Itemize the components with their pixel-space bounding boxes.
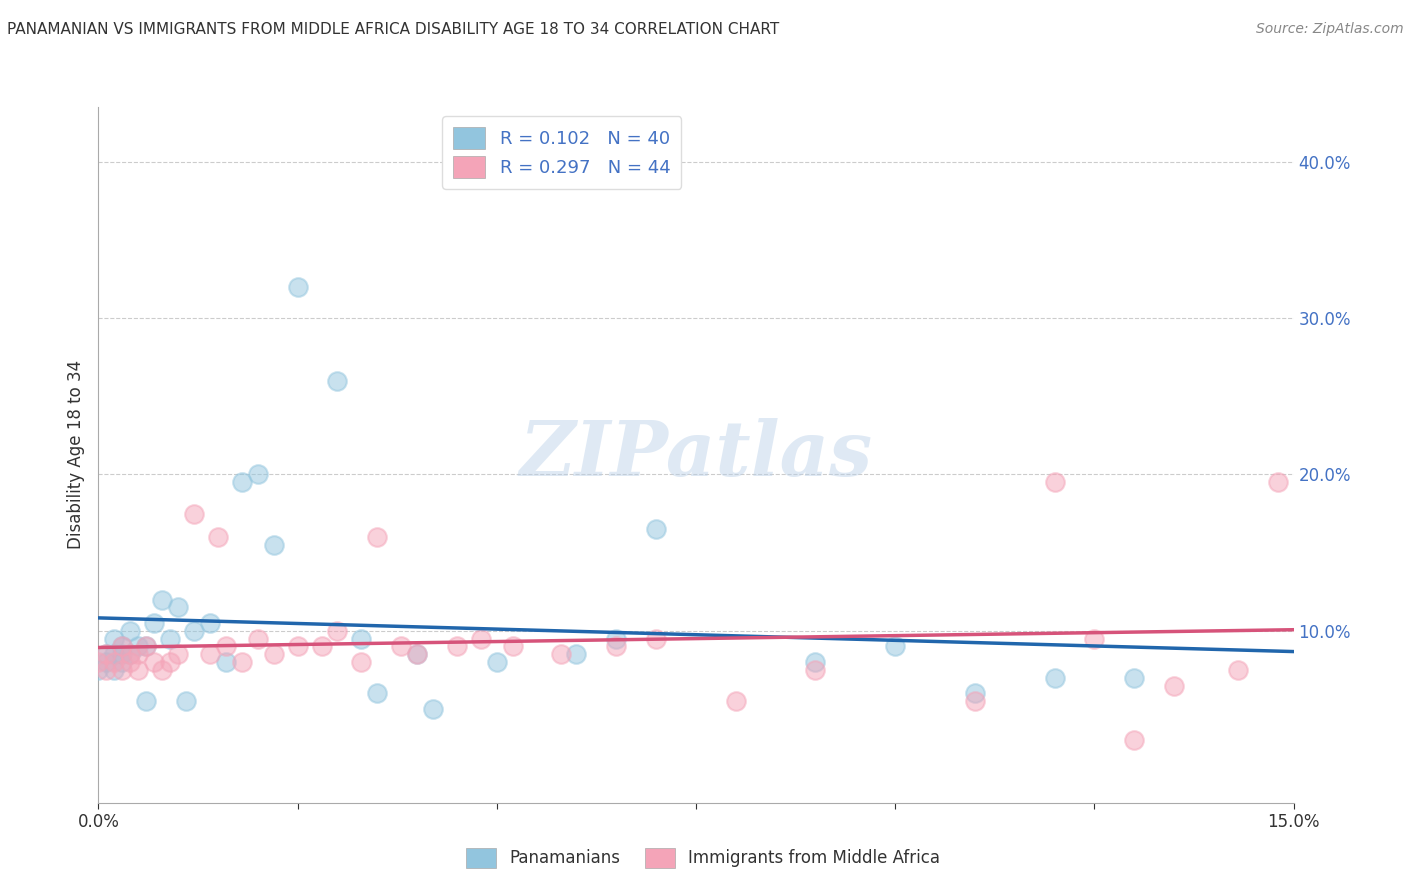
Point [884, 640, 907, 654]
Point [350, 655, 373, 669]
Point [406, 647, 429, 661]
Point [150, 663, 173, 677]
Point [96, 663, 118, 677]
Point [150, 592, 173, 607]
Point [550, 647, 572, 661]
Point [804, 663, 827, 677]
Point [135, 640, 157, 654]
Point [446, 640, 468, 654]
Y-axis label: Disability Age 18 to 34: Disability Age 18 to 34 [66, 360, 84, 549]
Point [127, 640, 149, 654]
Point [159, 655, 181, 669]
Point [246, 632, 269, 646]
Point [645, 522, 668, 536]
Point [389, 640, 412, 654]
Point [1163, 679, 1185, 693]
Legend: R = 0.102   N = 40, R = 0.297   N = 44: R = 0.102 N = 40, R = 0.297 N = 44 [441, 116, 682, 189]
Point [231, 475, 253, 490]
Point [263, 647, 285, 661]
Point [135, 640, 157, 654]
Point [366, 530, 388, 544]
Point [198, 647, 221, 661]
Point [406, 647, 429, 661]
Point [167, 600, 190, 615]
Point [103, 647, 125, 661]
Point [103, 655, 125, 669]
Point [111, 655, 134, 669]
Point [111, 663, 134, 677]
Point [127, 663, 149, 677]
Point [120, 655, 142, 669]
Point [724, 694, 747, 708]
Point [502, 640, 524, 654]
Point [350, 632, 373, 646]
Point [135, 694, 157, 708]
Point [422, 702, 444, 716]
Text: Source: ZipAtlas.com: Source: ZipAtlas.com [1256, 22, 1403, 37]
Point [1123, 733, 1146, 747]
Point [963, 686, 986, 700]
Point [485, 655, 508, 669]
Point [366, 686, 388, 700]
Point [287, 640, 309, 654]
Point [326, 624, 349, 638]
Point [287, 280, 309, 294]
Point [174, 694, 197, 708]
Point [167, 647, 190, 661]
Point [103, 663, 125, 677]
Point [207, 530, 229, 544]
Point [87, 655, 110, 669]
Point [215, 640, 238, 654]
Point [215, 655, 238, 669]
Text: PANAMANIAN VS IMMIGRANTS FROM MIDDLE AFRICA DISABILITY AGE 18 TO 34 CORRELATION : PANAMANIAN VS IMMIGRANTS FROM MIDDLE AFR… [7, 22, 779, 37]
Point [111, 640, 134, 654]
Point [804, 655, 827, 669]
Point [231, 655, 253, 669]
Point [326, 374, 349, 388]
Point [143, 615, 166, 630]
Point [159, 632, 181, 646]
Point [183, 507, 205, 521]
Point [120, 624, 142, 638]
Point [198, 615, 221, 630]
Point [120, 647, 142, 661]
Point [1043, 475, 1066, 490]
Point [103, 632, 125, 646]
Point [183, 624, 205, 638]
Point [96, 647, 118, 661]
Legend: Panamanians, Immigrants from Middle Africa: Panamanians, Immigrants from Middle Afri… [458, 841, 948, 875]
Point [143, 655, 166, 669]
Point [127, 647, 149, 661]
Point [1083, 632, 1105, 646]
Point [565, 647, 588, 661]
Point [1043, 671, 1066, 685]
Point [963, 694, 986, 708]
Point [96, 647, 118, 661]
Point [311, 640, 333, 654]
Point [120, 647, 142, 661]
Point [470, 632, 492, 646]
Point [87, 663, 110, 677]
Point [96, 655, 118, 669]
Point [605, 632, 627, 646]
Text: ZIPatlas: ZIPatlas [519, 418, 873, 491]
Point [111, 647, 134, 661]
Point [263, 538, 285, 552]
Point [1226, 663, 1249, 677]
Point [111, 640, 134, 654]
Point [605, 640, 627, 654]
Point [1267, 475, 1289, 490]
Point [1123, 671, 1146, 685]
Point [645, 632, 668, 646]
Point [246, 467, 269, 482]
